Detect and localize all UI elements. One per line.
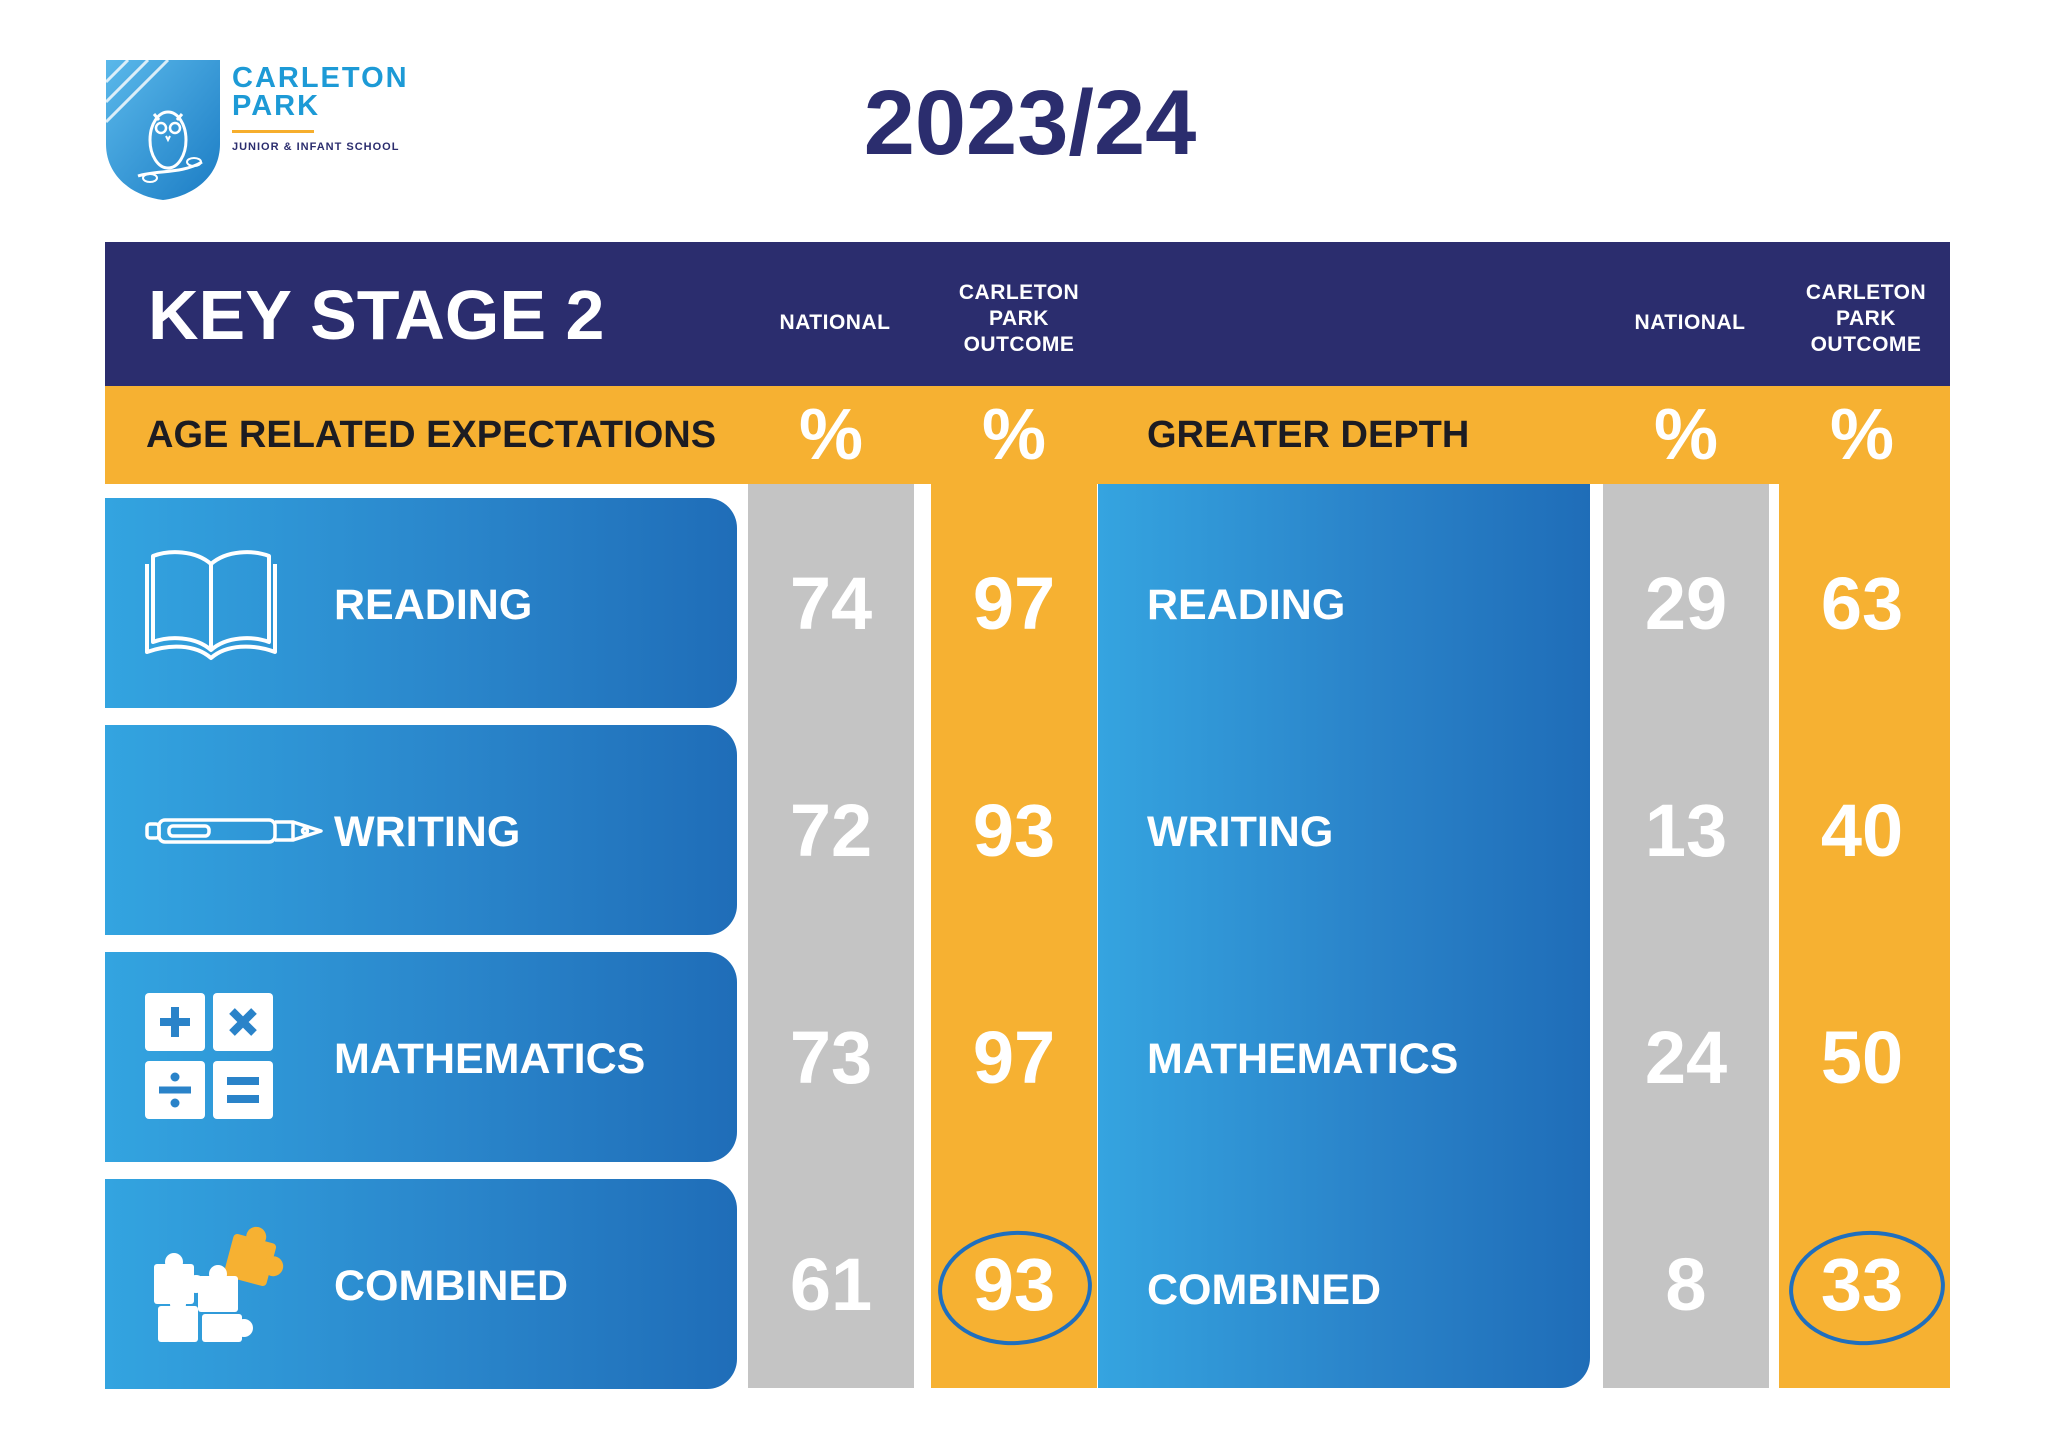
national-value: 29: [1644, 562, 1728, 645]
column-header-outcome-expected: CARLETON PARK OUTCOME: [934, 280, 1104, 358]
header-bar: [105, 242, 1950, 386]
greater-depth-panel: [1098, 484, 1590, 1388]
national-column-expected: [748, 484, 914, 1388]
national-value: 72: [789, 789, 873, 872]
outcome-header-line: CARLETON: [1805, 281, 1927, 304]
national-value: 24: [1644, 1016, 1728, 1099]
unit-outcome-depth: %: [1829, 395, 1895, 475]
subject-label: WRITING: [334, 808, 521, 856]
outcome-value: 33: [1820, 1243, 1904, 1326]
outcome-value: 97: [972, 1016, 1056, 1099]
key-stage-title: KEY STAGE 2: [148, 276, 605, 354]
logo-name-line2: PARK: [232, 90, 321, 122]
outcome-value: 63: [1820, 562, 1904, 645]
book-icon: [145, 550, 277, 660]
subject-label: MATHEMATICS: [1147, 1035, 1459, 1083]
subject-card-mathematics: [105, 952, 737, 1162]
calculator-icon: [145, 993, 273, 1119]
unit-national-depth: %: [1653, 395, 1719, 475]
column-header-national-depth: NATIONAL: [1634, 311, 1746, 334]
section-label-greater-depth: GREATER DEPTH: [1147, 414, 1470, 456]
outcome-header-line: OUTCOME: [963, 333, 1075, 356]
column-header-national-expected: NATIONAL: [779, 311, 891, 334]
unit-outcome-expected: %: [981, 395, 1047, 475]
outcome-value: 93: [972, 789, 1056, 872]
outcome-value: 97: [972, 562, 1056, 645]
outcome-value: 40: [1820, 789, 1904, 872]
puzzle-icon: [154, 1226, 284, 1342]
national-column-depth: [1603, 484, 1769, 1388]
national-value: 13: [1644, 789, 1728, 872]
section-strip: [105, 386, 1950, 484]
national-value: 61: [789, 1243, 873, 1326]
subject-label: MATHEMATICS: [334, 1035, 646, 1083]
outcome-value: 50: [1820, 1016, 1904, 1099]
column-header-outcome-depth: CARLETON PARK OUTCOME: [1781, 280, 1951, 358]
outcome-header-line: PARK: [1836, 307, 1896, 330]
subject-label: READING: [334, 581, 533, 629]
subject-label: COMBINED: [334, 1262, 569, 1310]
school-logo: CARLETON PARK JUNIOR & INFANT SCHOOL: [104, 58, 424, 208]
national-value: 73: [789, 1016, 873, 1099]
pen-icon: [145, 818, 323, 844]
unit-national-expected: %: [798, 395, 864, 475]
logo-subtitle: JUNIOR & INFANT SCHOOL: [232, 141, 400, 153]
subject-label: READING: [1147, 581, 1346, 629]
national-value: 8: [1665, 1243, 1707, 1326]
outcome-header-line: PARK: [989, 307, 1049, 330]
subject-label: WRITING: [1147, 808, 1334, 856]
outcome-column-depth: [1779, 484, 1950, 1388]
section-label-expected: AGE RELATED EXPECTATIONS: [146, 414, 717, 456]
outcome-header-line: OUTCOME: [1810, 333, 1922, 356]
logo-divider: [232, 130, 314, 133]
outcome-value: 93: [972, 1243, 1056, 1326]
page-title: 2023/24: [863, 72, 1197, 174]
owl-shield-icon: [104, 58, 220, 200]
national-value: 74: [789, 562, 873, 645]
logo-name-line1: CARLETON: [232, 62, 409, 94]
outcome-column-expected: [931, 484, 1097, 1388]
subject-label: COMBINED: [1147, 1266, 1382, 1314]
outcome-header-line: CARLETON: [958, 281, 1080, 304]
